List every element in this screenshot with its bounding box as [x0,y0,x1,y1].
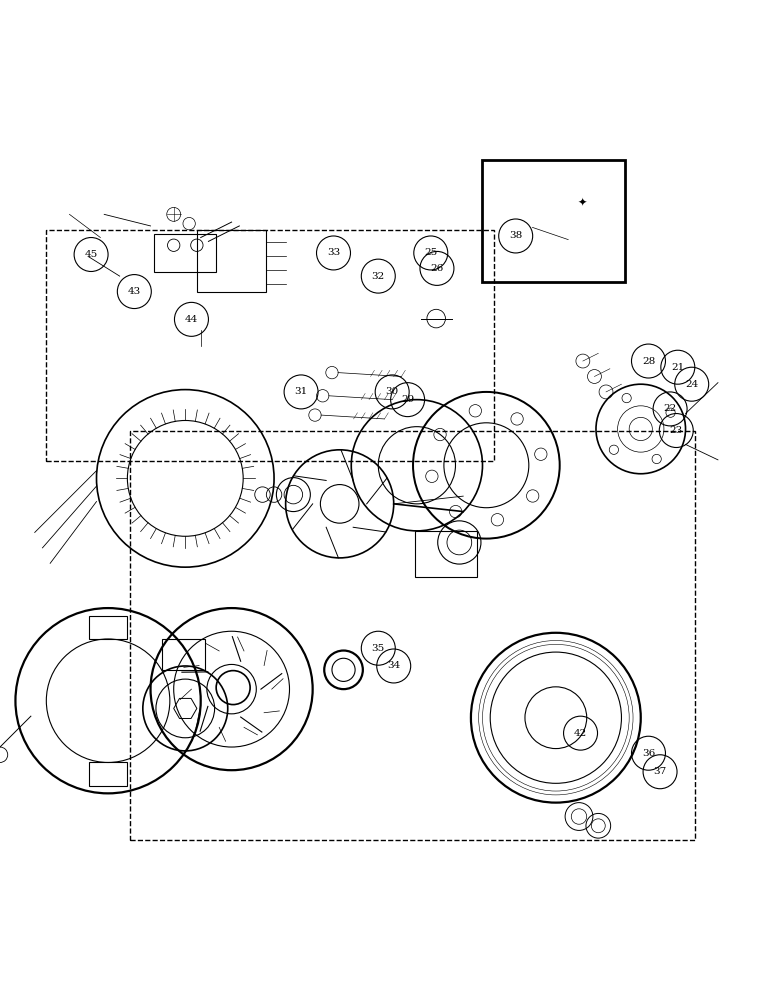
Text: 43: 43 [127,287,141,296]
Bar [89,762,127,786]
Text: 30: 30 [385,387,399,396]
Text: 26: 26 [430,264,444,273]
Text: 36: 36 [642,749,655,758]
Text: 44: 44 [185,315,198,324]
Text: 45: 45 [84,250,98,259]
Bar [89,616,127,639]
Text: 24: 24 [685,380,699,389]
Text: 31: 31 [294,387,308,396]
Bar [154,234,216,272]
Text: 23: 23 [669,426,683,435]
Text: 25: 25 [424,248,438,257]
Text: 28: 28 [642,357,655,366]
Bar [130,431,695,840]
Text: 38: 38 [509,231,523,240]
Text: 42: 42 [574,729,587,738]
Text: 33: 33 [327,248,340,257]
Text: 32: 32 [371,272,385,281]
Bar [415,531,477,577]
Text: 21: 21 [671,363,685,372]
Bar [482,160,625,282]
Text: ✦: ✦ [577,198,587,208]
Bar [46,230,494,461]
Bar [162,639,205,670]
Text: 22: 22 [663,404,677,413]
Text: 35: 35 [371,644,385,653]
Text: 37: 37 [653,767,667,776]
Text: 29: 29 [401,395,415,404]
Bar [197,230,266,292]
Text: 34: 34 [387,661,401,670]
